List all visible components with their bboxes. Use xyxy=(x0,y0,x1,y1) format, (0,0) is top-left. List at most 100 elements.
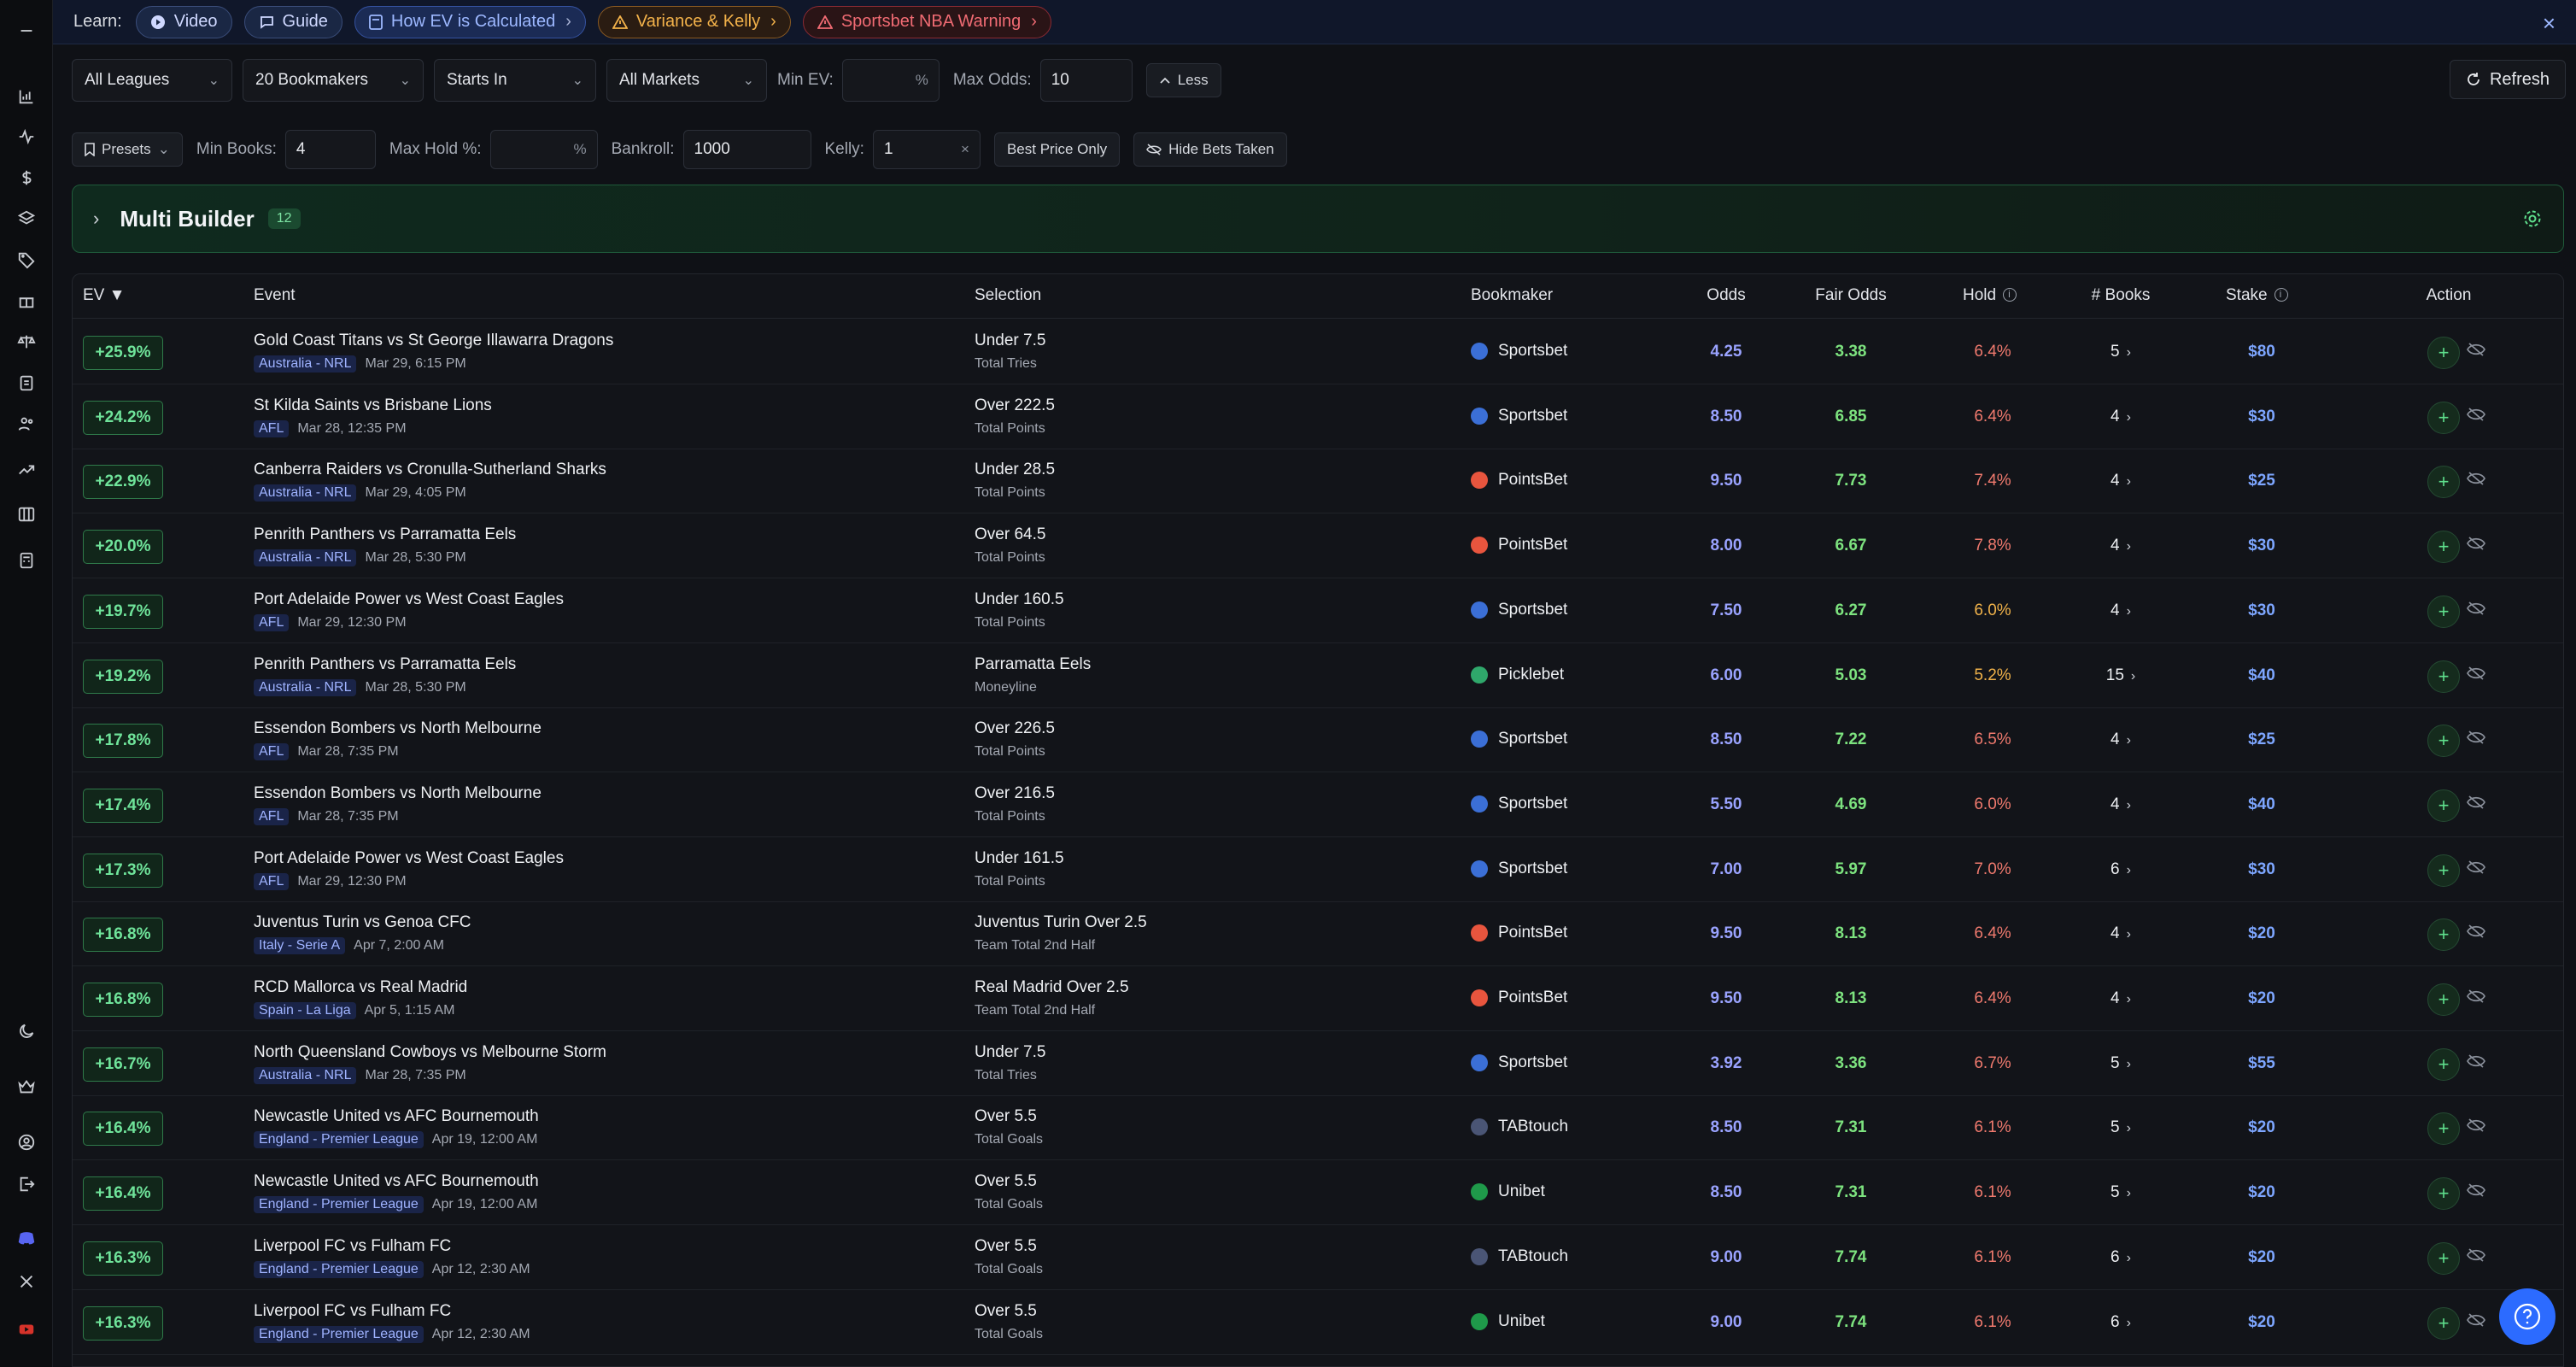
add-bet-button[interactable]: + xyxy=(2427,595,2460,628)
crown-icon[interactable] xyxy=(16,1077,37,1097)
bookmaker-cell[interactable]: Sportsbet xyxy=(1471,407,1567,425)
col-stake-header[interactable]: Stake xyxy=(2226,286,2288,305)
bookmaker-cell[interactable]: Sportsbet xyxy=(1471,342,1567,361)
gear-icon[interactable] xyxy=(2522,208,2543,234)
col-selection-header[interactable]: Selection xyxy=(975,286,1042,304)
hide-bet-icon[interactable] xyxy=(2467,601,2485,616)
bookmaker-cell[interactable]: PointsBet xyxy=(1471,536,1567,554)
layers-icon[interactable] xyxy=(16,208,37,229)
books-count[interactable]: 4 › xyxy=(2111,472,2131,490)
event-title[interactable]: Canberra Raiders vs Cronulla-Sutherland … xyxy=(254,461,606,479)
x-icon[interactable] xyxy=(16,1271,37,1292)
youtube-icon[interactable] xyxy=(16,1319,37,1340)
books-count[interactable]: 4 › xyxy=(2111,408,2131,426)
help-button[interactable] xyxy=(2499,1288,2556,1345)
learn-guide-button[interactable]: Guide xyxy=(243,5,342,38)
table-row[interactable]: +17.3% Port Adelaide Power vs West Coast … xyxy=(73,837,2563,902)
info-icon[interactable] xyxy=(2003,288,2017,302)
markets-select[interactable]: All Markets ⌄ xyxy=(606,59,767,102)
table-row[interactable]: +16.3% Liverpool FC vs Fulham FC England -… xyxy=(73,1290,2563,1355)
moon-icon[interactable] xyxy=(16,1021,37,1041)
add-bet-button[interactable]: + xyxy=(2427,1047,2460,1081)
bookmaker-cell[interactable]: Sportsbet xyxy=(1471,730,1567,748)
chart-bars-icon[interactable] xyxy=(16,86,37,107)
learn-ev-calc-button[interactable]: How EV is Calculated › xyxy=(354,5,586,38)
best-price-only-toggle[interactable]: Best Price Only xyxy=(993,132,1121,167)
bookmaker-cell[interactable]: TABtouch xyxy=(1471,1118,1568,1136)
gift-icon[interactable] xyxy=(16,290,37,311)
hide-bet-icon[interactable] xyxy=(2467,924,2485,939)
bookmaker-cell[interactable]: Sportsbet xyxy=(1471,1053,1567,1072)
max-odds-input[interactable]: 10 xyxy=(1039,59,1133,102)
col-books-header[interactable]: # Books xyxy=(2091,286,2151,304)
add-bet-button[interactable]: + xyxy=(2427,660,2460,693)
hide-bet-icon[interactable] xyxy=(2467,471,2485,486)
event-title[interactable]: Liverpool FC vs Fulham FC xyxy=(254,1236,452,1255)
table-row[interactable]: +20.0% Penrith Panthers vs Parramatta Eel… xyxy=(73,513,2563,579)
scale-icon[interactable] xyxy=(16,331,37,352)
event-title[interactable]: North Queensland Cowboys vs Melbourne St… xyxy=(254,1042,606,1061)
table-row[interactable]: +22.9% Canberra Raiders vs Cronulla-Suthe… xyxy=(73,449,2563,514)
hide-bet-icon[interactable] xyxy=(2467,1247,2485,1263)
account-icon[interactable] xyxy=(16,1132,37,1153)
hide-bet-icon[interactable] xyxy=(2467,1118,2485,1133)
event-title[interactable]: Port Adelaide Power vs West Coast Eagles xyxy=(254,848,564,867)
event-title[interactable]: RCD Mallorca vs Real Madrid xyxy=(254,978,468,996)
event-title[interactable]: Newcastle United vs AFC Bournemouth xyxy=(254,1172,539,1191)
columns-icon[interactable] xyxy=(16,504,37,525)
add-bet-button[interactable]: + xyxy=(2427,918,2460,952)
col-event-header[interactable]: Event xyxy=(254,286,296,304)
add-bet-button[interactable]: + xyxy=(2427,466,2460,499)
books-count[interactable]: 4 › xyxy=(2111,989,2131,1008)
hide-bet-icon[interactable] xyxy=(2467,1182,2485,1198)
hide-bet-icon[interactable] xyxy=(2467,536,2485,551)
learn-sportsbet-warning-button[interactable]: Sportsbet NBA Warning › xyxy=(802,5,1051,38)
books-count[interactable]: 15 › xyxy=(2106,666,2135,685)
books-count[interactable]: 5 › xyxy=(2111,1118,2131,1137)
add-bet-button[interactable]: + xyxy=(2427,1241,2460,1275)
tag-icon[interactable] xyxy=(16,249,37,270)
menu-icon[interactable] xyxy=(16,21,37,41)
col-bookmaker-header[interactable]: Bookmaker xyxy=(1471,286,1554,304)
multi-builder-panel[interactable]: › Multi Builder 12 xyxy=(72,185,2564,253)
hide-bets-taken-toggle[interactable]: Hide Bets Taken xyxy=(1133,132,1287,167)
activity-icon[interactable] xyxy=(16,126,37,147)
users-icon[interactable] xyxy=(16,414,37,434)
add-bet-button[interactable]: + xyxy=(2427,401,2460,434)
event-title[interactable]: Juventus Turin vs Genoa CFC xyxy=(254,913,471,932)
bookmaker-cell[interactable]: Sportsbet xyxy=(1471,795,1567,813)
table-row[interactable]: +16.4% Newcastle United vs AFC Bournemout… xyxy=(73,1095,2563,1161)
bankroll-input[interactable]: 1000 xyxy=(682,130,811,169)
hide-bet-icon[interactable] xyxy=(2467,407,2485,422)
bookmaker-cell[interactable]: Sportsbet xyxy=(1471,860,1567,878)
event-title[interactable]: Essendon Bombers vs North Melbourne xyxy=(254,719,542,738)
add-bet-button[interactable]: + xyxy=(2427,1112,2460,1146)
books-count[interactable]: 4 › xyxy=(2111,795,2131,814)
bookmaker-cell[interactable]: Picklebet xyxy=(1471,666,1564,684)
bookmaker-cell[interactable]: Sportsbet xyxy=(1471,601,1567,619)
col-hold-header[interactable]: Hold xyxy=(1963,286,2017,305)
bookmaker-cell[interactable]: Unibet xyxy=(1471,1182,1545,1201)
hide-bet-icon[interactable] xyxy=(2467,1053,2485,1069)
hide-bet-icon[interactable] xyxy=(2467,860,2485,875)
hide-bet-icon[interactable] xyxy=(2467,342,2485,357)
table-row[interactable]: +19.2% Penrith Panthers vs Parramatta Eel… xyxy=(73,643,2563,708)
calculator-icon[interactable] xyxy=(16,550,37,571)
event-title[interactable]: Essendon Bombers vs North Melbourne xyxy=(254,783,542,802)
add-bet-button[interactable]: + xyxy=(2427,789,2460,822)
add-bet-button[interactable]: + xyxy=(2427,1306,2460,1340)
event-title[interactable]: Penrith Panthers vs Parramatta Eels xyxy=(254,525,517,544)
learn-variance-button[interactable]: Variance & Kelly › xyxy=(597,5,791,38)
add-bet-button[interactable]: + xyxy=(2427,983,2460,1016)
col-odds-header[interactable]: Odds xyxy=(1707,286,1746,304)
add-bet-button[interactable]: + xyxy=(2427,531,2460,564)
min-books-input[interactable]: 4 xyxy=(284,130,376,169)
event-title[interactable]: Liverpool FC vs Fulham FC xyxy=(254,1301,452,1320)
books-count[interactable]: 4 › xyxy=(2111,730,2131,749)
add-bet-button[interactable]: + xyxy=(2427,1177,2460,1211)
books-count[interactable]: 4 › xyxy=(2111,924,2131,943)
logout-icon[interactable] xyxy=(16,1174,37,1194)
hide-bet-icon[interactable] xyxy=(2467,795,2485,810)
table-row[interactable]: +17.4% Essendon Bombers vs North Melbourn… xyxy=(73,772,2563,837)
books-count[interactable]: 4 › xyxy=(2111,601,2131,620)
